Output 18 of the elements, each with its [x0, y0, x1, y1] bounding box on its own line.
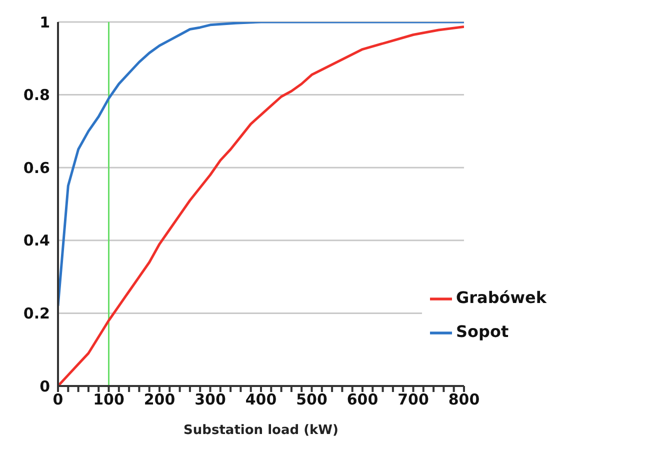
x-tick-label: 700: [398, 390, 429, 409]
x-axis-title: Substation load (kW): [184, 423, 338, 438]
x-tick-label: 500: [296, 390, 328, 409]
x-tick-label: 0: [52, 390, 64, 409]
y-tick-label: 0.4: [23, 232, 50, 250]
y-tick-label: 0: [40, 377, 50, 396]
legend-label: Sopot: [456, 322, 509, 341]
x-tick-label: 800: [448, 390, 480, 409]
y-tick-label: 0.8: [23, 86, 50, 104]
y-tick-label: 1: [40, 13, 50, 32]
legend-label: Grabówek: [456, 288, 547, 307]
x-tick-label: 200: [144, 390, 176, 409]
x-tick-label: 300: [194, 390, 226, 409]
x-tick-label: 600: [346, 390, 378, 409]
y-tick-label: 0.6: [23, 158, 50, 177]
x-tick-label: 100: [93, 390, 124, 409]
x-tick-label: 400: [245, 390, 277, 409]
y-tick-label: 0.2: [23, 304, 50, 323]
